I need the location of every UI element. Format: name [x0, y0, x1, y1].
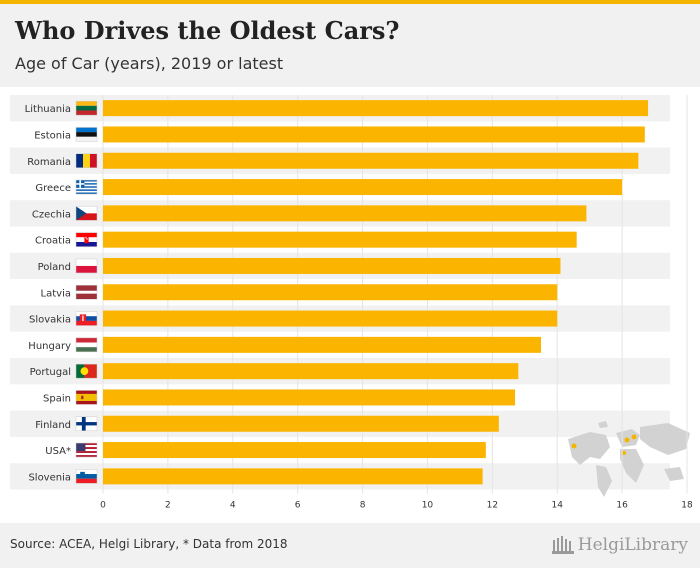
category-label: Slovakia: [29, 315, 71, 326]
flag-icon: [75, 469, 98, 484]
x-tick-label: 6: [295, 501, 301, 511]
x-tick-label: 12: [487, 501, 498, 511]
flag-icon: [75, 179, 98, 195]
category-label: Greece: [35, 183, 71, 194]
bar-chart: Lithuania Estonia Romania Greece Czechia Croa…: [0, 87, 700, 523]
chart-subtitle: Age of Car (years), 2019 or latest: [15, 54, 284, 73]
library-columns-icon: [551, 536, 574, 554]
category-label: Finland: [35, 420, 71, 431]
accent-bar: [0, 0, 700, 4]
flag-icon: [75, 416, 98, 431]
category-label: Croatia: [35, 236, 71, 247]
category-label: Portugal: [30, 367, 71, 378]
x-tick-label: 18: [681, 501, 693, 511]
flag-icon: [75, 311, 98, 326]
bar: [103, 257, 561, 274]
category-label: Latvia: [41, 288, 71, 299]
bar: [103, 231, 577, 248]
bar: [103, 100, 649, 117]
flag-icon: [75, 442, 98, 458]
category-label: Estonia: [34, 130, 71, 141]
chart-footer: Source: ACEA, Helgi Library, * Data from…: [0, 523, 700, 568]
x-tick-label: 0: [100, 501, 106, 511]
flag-icon: [75, 127, 98, 142]
bar: [103, 179, 623, 196]
category-label: Spain: [43, 393, 71, 404]
bar: [103, 310, 558, 327]
flag-icon: [75, 100, 98, 116]
flag-icon: [75, 363, 98, 379]
x-tick-label: 14: [551, 501, 563, 511]
chart-header: Who Drives the Oldest Cars? Age of Car (…: [0, 4, 700, 87]
category-label: Lithuania: [25, 104, 71, 115]
x-axis-ticks: 0 2 4 6 8 10 12 14 16 18: [100, 501, 693, 511]
x-tick-label: 2: [165, 501, 171, 511]
x-tick-label: 8: [360, 501, 366, 511]
brand-name: HelgiLibrary: [577, 535, 688, 555]
flag-icon: [75, 390, 98, 405]
category-label: Romania: [27, 157, 71, 168]
x-tick-label: 4: [230, 501, 236, 511]
bar: [103, 152, 639, 169]
flag-icon: [75, 285, 98, 300]
bar: [103, 389, 516, 406]
helgi-library-logo[interactable]: HelgiLibrary: [551, 531, 688, 559]
flags: [75, 100, 98, 484]
bar: [103, 336, 541, 353]
category-label: Poland: [38, 262, 71, 273]
category-label: Hungary: [28, 341, 71, 352]
flag-icon: [75, 258, 98, 274]
flag-icon: [75, 232, 98, 247]
bar: [103, 284, 558, 301]
bar: [103, 363, 519, 380]
bar: [103, 205, 587, 222]
bar: [103, 415, 499, 432]
bar: [103, 442, 486, 459]
chart-canvas: Lithuania Estonia Romania Greece Czechia Croa…: [10, 95, 693, 511]
flag-icon: [75, 337, 98, 353]
category-label: Slovenia: [28, 472, 71, 483]
source-note: Source: ACEA, Helgi Library, * Data from…: [10, 537, 288, 551]
x-tick-label: 10: [422, 501, 434, 511]
chart-title: Who Drives the Oldest Cars?: [15, 16, 400, 45]
category-label: USA*: [45, 446, 71, 457]
x-tick-label: 16: [616, 501, 628, 511]
category-label: Czechia: [32, 209, 71, 220]
bars: [103, 100, 649, 485]
category-labels: Lithuania Estonia Romania Greece Czechia Croa…: [25, 104, 71, 483]
flag-icon: [75, 206, 98, 221]
bar: [103, 468, 483, 485]
bar: [103, 126, 645, 143]
flag-icon: [75, 153, 98, 168]
